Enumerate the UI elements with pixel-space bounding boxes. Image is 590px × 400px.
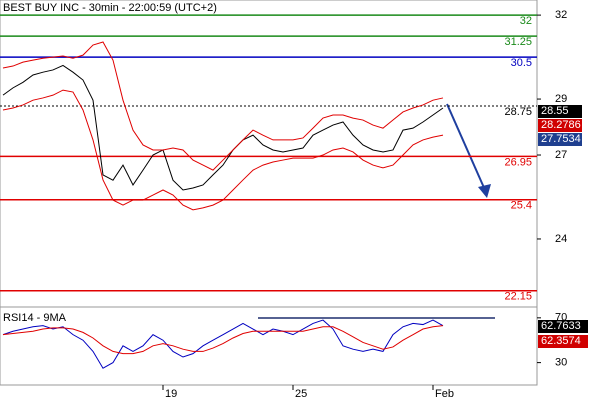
level-label: 22.15 [504, 291, 532, 303]
rsi-tag [538, 320, 588, 333]
level-label: 30.5 [511, 57, 532, 69]
price-line [2, 64, 444, 191]
plot-frame [0, 0, 538, 386]
chart-title: BEST BUY INC - 30min - 22:00:59 (UTC+2) [3, 2, 217, 14]
level-label: 32 [520, 15, 532, 27]
level-label: 31.25 [504, 36, 532, 48]
x-tick-label: Feb [435, 388, 454, 400]
forecast-arrow [446, 103, 486, 191]
rsi-title: RSI14 - 9MA [3, 312, 67, 324]
level-label: 26.95 [504, 156, 532, 168]
band-line [2, 41, 444, 171]
price-tag [538, 105, 582, 118]
price-tag-label: 28.2786 [541, 119, 581, 131]
rsi-line [2, 319, 444, 369]
level-label: 28.75 [504, 106, 532, 118]
price-tag-label: 27.7534 [541, 133, 581, 145]
rsi-tag-label: 62.3574 [541, 335, 581, 347]
x-tick-label: 19 [165, 388, 177, 400]
y-tick-label: 30 [555, 357, 567, 369]
level-label: 25.4 [511, 200, 532, 212]
y-tick-label: 29 [555, 93, 567, 105]
rsi-tag-label: 62.7633 [541, 320, 581, 332]
rsi-tag [538, 335, 588, 348]
y-tick-label: 24 [555, 233, 567, 245]
y-tick-label: 32 [555, 9, 567, 21]
price-tag [538, 133, 582, 146]
band-line [2, 89, 444, 211]
x-tick-label: 25 [295, 388, 307, 400]
price-tag-label: 28.55 [541, 105, 569, 117]
y-tick-label: 27 [555, 149, 567, 161]
price-tag [538, 119, 582, 132]
arrow-head [478, 184, 491, 198]
rsi-line [2, 325, 444, 355]
